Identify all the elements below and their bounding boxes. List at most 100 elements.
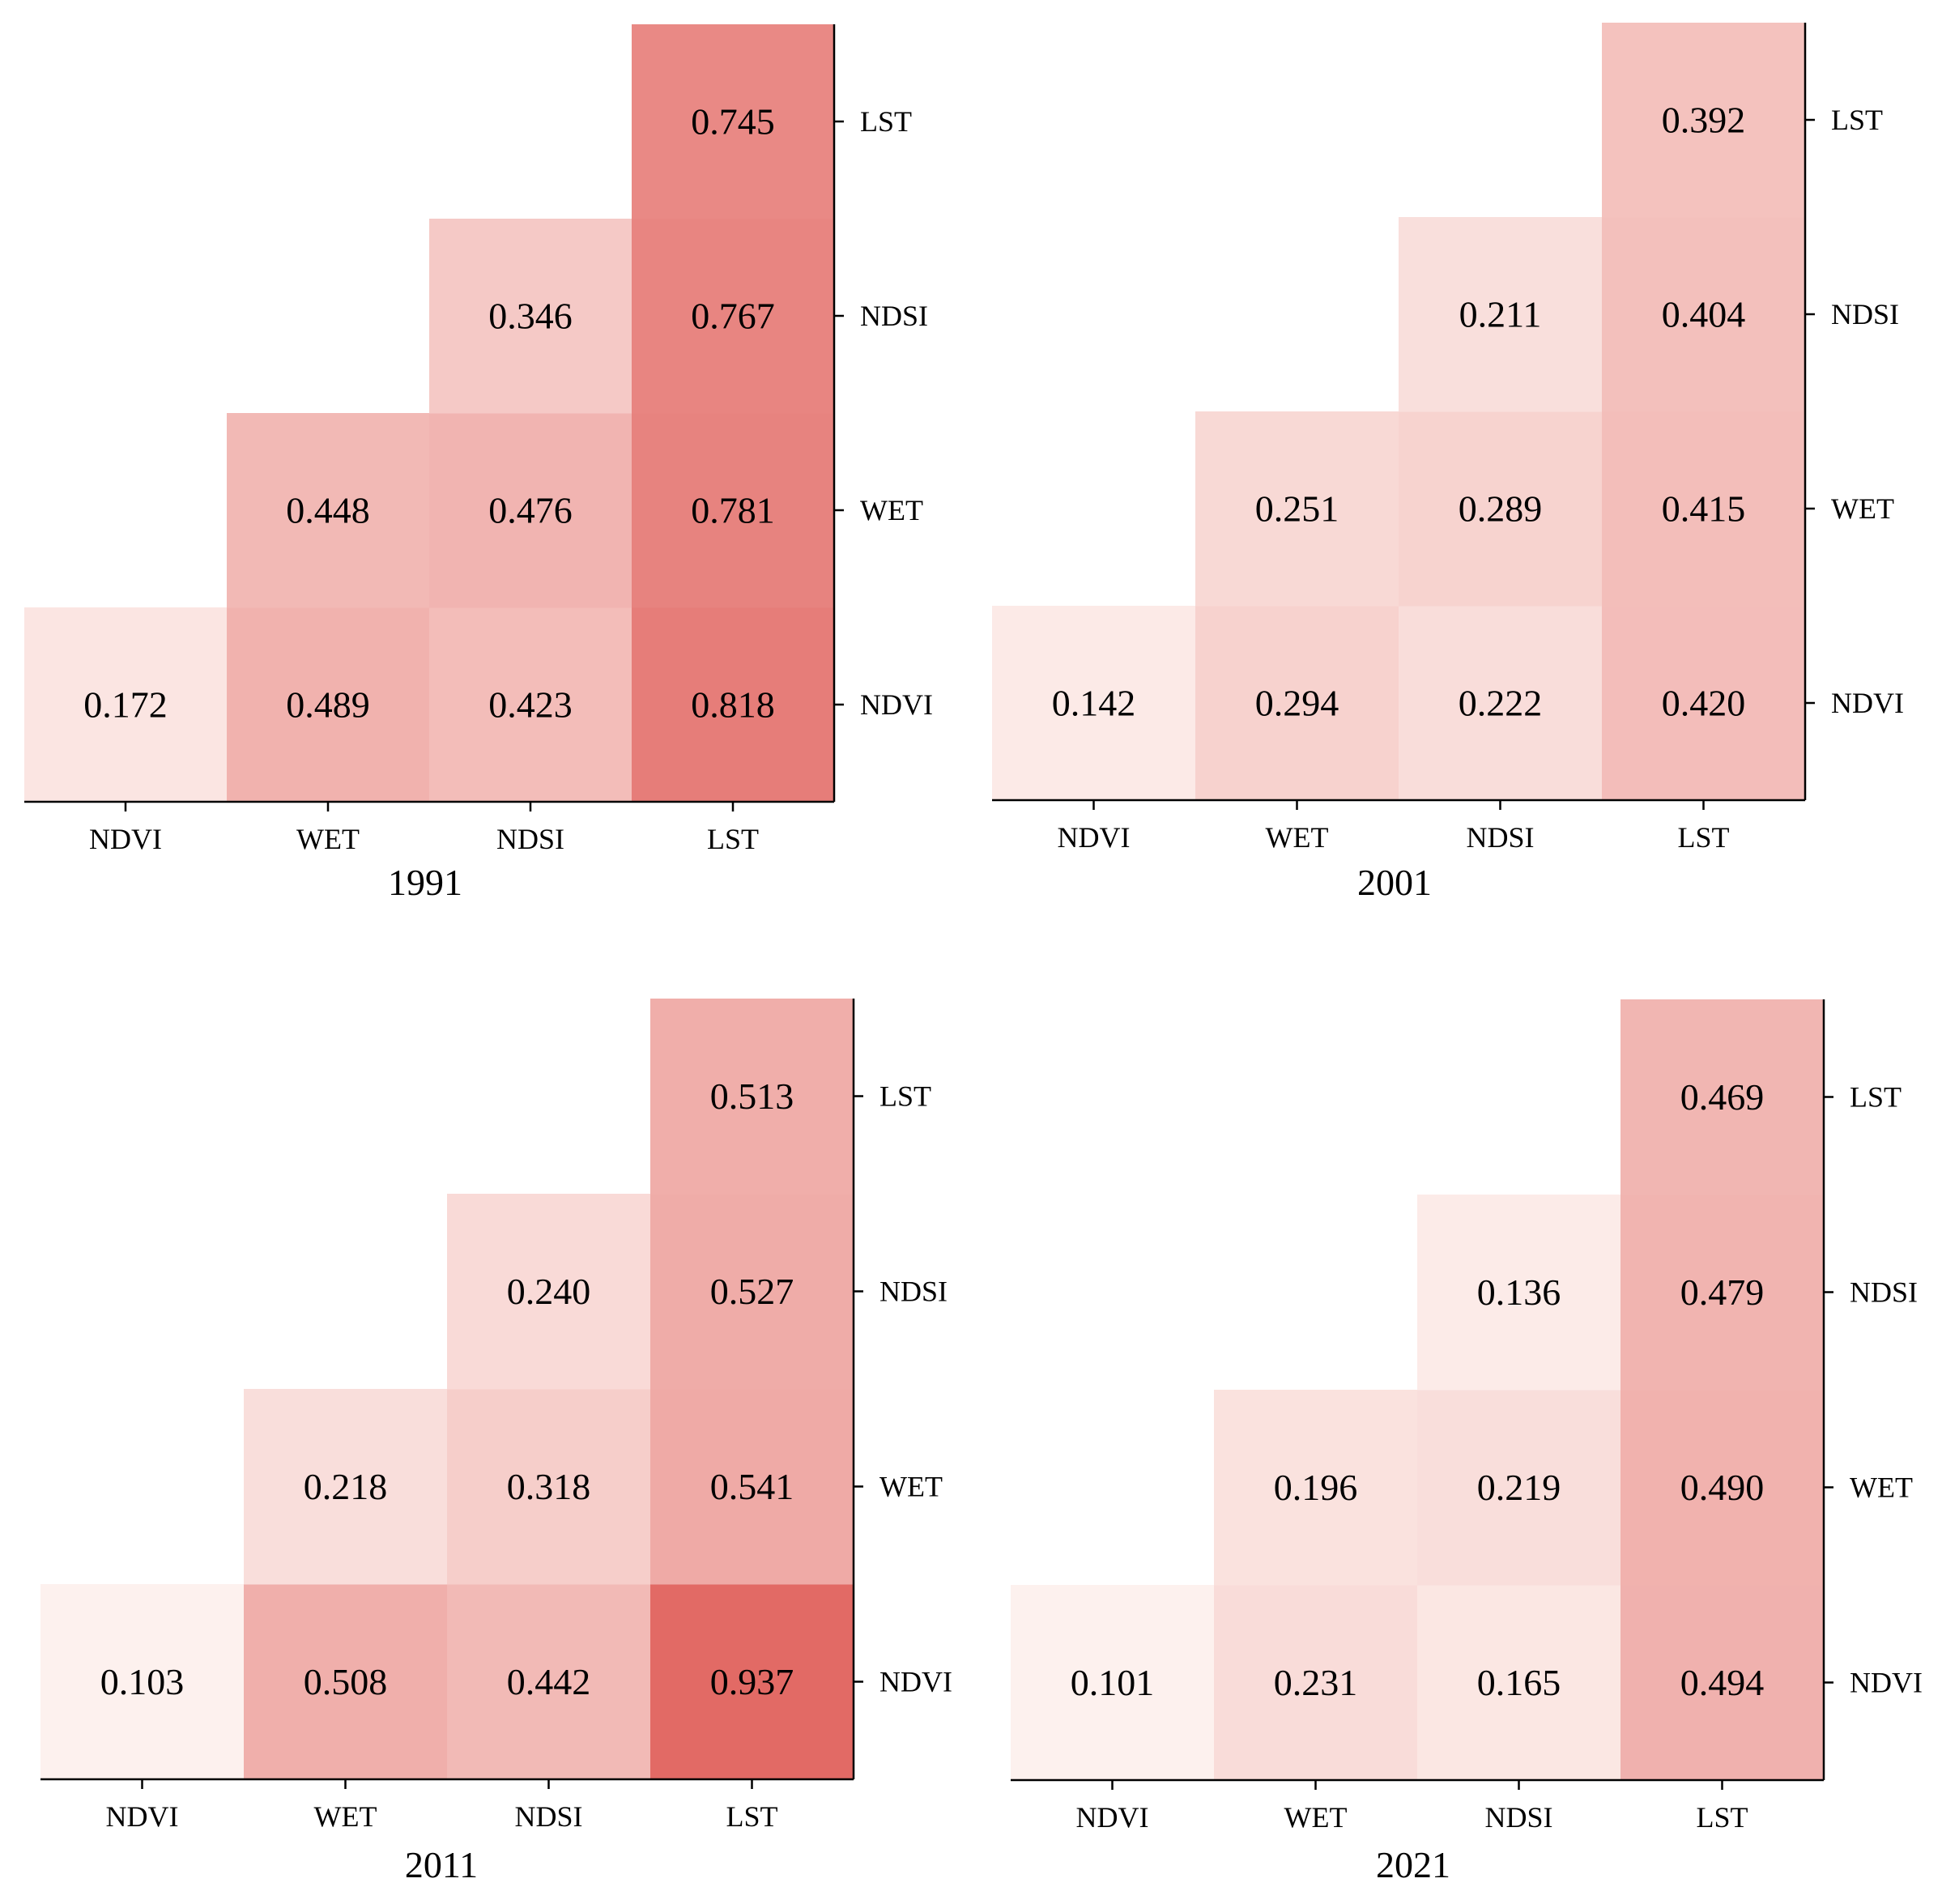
panel-2021-cell-lst-ndvi (1620, 1585, 1825, 1781)
panel-2021-cell-value-lst-ndsi: 0.479 (1680, 1271, 1765, 1313)
panel-1991-cell-value-lst-wet: 0.781 (691, 490, 775, 531)
panel-2011-cell-value-wet-wet: 0.218 (304, 1466, 388, 1507)
panel-1991-cell-ndsi-ndsi (429, 219, 632, 414)
panel-2011-y-tick-label-ndvi: NDVI (879, 1666, 952, 1698)
panel-1991-cell-value-lst-ndvi: 0.818 (691, 684, 775, 726)
panel-2011-cell-lst-wet (650, 1389, 854, 1585)
panel-2021-x-tick-label-wet: WET (1284, 1801, 1348, 1834)
panel-2001-cell-value-ndvi-ndvi: 0.142 (1052, 683, 1136, 724)
panel-2021-x-tick-label-ndsi: NDSI (1484, 1801, 1552, 1834)
panel-2021-cell-lst-wet (1620, 1390, 1825, 1586)
panel-2011-cell-value-ndsi-ndvi: 0.442 (507, 1661, 591, 1702)
panel-2001-cell-ndsi-wet (1399, 411, 1603, 607)
panel-2021-cell-value-ndsi-ndvi: 0.165 (1477, 1662, 1561, 1703)
panel-2001-cell-ndvi-ndvi (992, 606, 1196, 801)
panel-2021-y-tick-label-wet: WET (1850, 1472, 1913, 1504)
panel-1991-cell-wet-ndvi (227, 607, 430, 803)
panel-2001-title: 2001 (1357, 862, 1432, 903)
heatmap-2021: 0.101 0.231 0.165 0.494 0.196 0.219 0.490 0.136… (1011, 999, 1923, 1885)
panel-2011-cell-lst-ndvi (650, 1584, 854, 1780)
panel-1991-y-tick-label-lst: LST (860, 105, 912, 138)
panel-1991-cell-lst-lst (632, 24, 835, 219)
panel-2021-cell-lst-ndsi (1620, 1195, 1825, 1391)
panel-2021-cell-ndsi-ndvi (1417, 1585, 1621, 1781)
panel-1991-cell-ndvi-ndvi (24, 607, 228, 803)
panel-2011-cell-lst-ndsi (650, 1194, 854, 1390)
panel-2021-cell-wet-ndvi (1214, 1585, 1418, 1781)
panel-1991-cell-value-lst-ndsi: 0.767 (691, 296, 775, 337)
panel-2001-cell-value-lst-wet: 0.415 (1662, 488, 1746, 530)
panel-1991-cell-wet-wet (227, 413, 430, 608)
panel-2021-cell-value-ndvi-ndvi: 0.101 (1071, 1662, 1155, 1703)
panel-1991-cell-value-ndsi-ndsi: 0.346 (488, 296, 573, 337)
panel-1991-cell-lst-ndvi (632, 607, 835, 803)
panel-2011-cell-value-lst-wet: 0.541 (710, 1466, 794, 1507)
panel-1991-x-tick-label-wet: WET (296, 823, 360, 855)
panel-2011-y-tick-label-lst: LST (879, 1080, 931, 1113)
panel-2001-cell-wet-ndvi (1195, 606, 1399, 801)
panel-1991-cell-value-lst-lst: 0.745 (691, 101, 775, 143)
panel-1991-cell-lst-ndsi (632, 219, 835, 414)
panel-1991-cell-lst-wet (632, 413, 835, 608)
panel-2001-cell-value-ndsi-ndsi: 0.211 (1459, 294, 1542, 335)
heatmap-2011: 0.103 0.508 0.442 0.937 0.218 0.318 0.541 0.240… (40, 999, 952, 1885)
panel-2001-cell-value-lst-ndvi: 0.420 (1662, 683, 1746, 724)
panel-2021-cell-ndvi-ndvi (1011, 1585, 1215, 1781)
panel-2011-x-tick-label-ndvi: NDVI (106, 1800, 179, 1833)
panel-2011-y-tick-label-wet: WET (879, 1471, 943, 1503)
panel-2011-cell-value-ndsi-wet: 0.318 (507, 1466, 591, 1507)
panel-2001-cell-value-ndsi-wet: 0.289 (1459, 488, 1543, 530)
panel-2021-cell-value-lst-lst: 0.469 (1680, 1076, 1765, 1118)
panel-2021-x-tick-label-ndvi: NDVI (1076, 1801, 1149, 1834)
panel-2011-x-tick-label-wet: WET (314, 1800, 377, 1833)
panel-2011-cell-ndsi-ndvi (447, 1584, 651, 1780)
panel-1991-cell-value-ndsi-ndvi: 0.423 (488, 684, 573, 726)
panel-2011-x-tick-label-ndsi: NDSI (514, 1800, 582, 1833)
panel-2021-cell-value-lst-ndvi: 0.494 (1680, 1662, 1765, 1703)
panel-2011-cell-ndsi-ndsi (447, 1194, 651, 1390)
panel-2001-cell-ndsi-ndvi (1399, 606, 1603, 801)
panel-2011-cell-wet-wet (244, 1389, 448, 1585)
panel-2021-cell-value-ndsi-wet: 0.219 (1477, 1467, 1561, 1508)
panel-1991-cell-value-wet-wet: 0.448 (286, 490, 370, 531)
panel-2001-cell-value-lst-lst: 0.392 (1662, 100, 1746, 141)
panel-2001-x-tick-label-ndvi: NDVI (1058, 821, 1131, 854)
panel-2011-cell-value-lst-ndsi: 0.527 (710, 1271, 794, 1312)
panel-1991-x-tick-label-lst: LST (707, 823, 759, 855)
panel-1991-x-tick-label-ndvi: NDVI (89, 823, 162, 855)
panel-1991-cell-ndsi-wet (429, 413, 632, 608)
panel-2021-y-tick-label-ndvi: NDVI (1850, 1667, 1923, 1699)
panel-2001-y-tick-label-ndsi: NDSI (1831, 298, 1899, 330)
heatmap-2001: 0.142 0.294 0.222 0.420 0.251 0.289 0.415 0.211… (992, 23, 1904, 903)
panel-1991-y-tick-label-ndsi: NDSI (860, 300, 928, 332)
panel-2021-cell-ndsi-ndsi (1417, 1195, 1621, 1391)
panel-1991-title: 1991 (388, 862, 462, 903)
panel-2001-cell-value-wet-ndvi: 0.294 (1255, 683, 1339, 724)
panel-1991-cell-value-ndvi-ndvi: 0.172 (83, 684, 168, 726)
panel-2011-cell-value-wet-ndvi: 0.508 (304, 1661, 388, 1702)
panel-2011-cell-value-lst-ndvi: 0.937 (710, 1661, 794, 1702)
panel-2011-cell-value-ndsi-ndsi: 0.240 (507, 1271, 591, 1312)
panel-1991-cell-ndsi-ndvi (429, 607, 632, 803)
panel-2001-cell-ndsi-ndsi (1399, 217, 1603, 412)
panel-2001-cell-value-wet-wet: 0.251 (1255, 488, 1339, 530)
panel-2001-cell-lst-wet (1602, 411, 1806, 607)
panel-2011-y-tick-label-ndsi: NDSI (879, 1276, 948, 1308)
panel-1991-cell-value-wet-ndvi: 0.489 (286, 684, 370, 726)
panel-1991-cell-value-ndsi-wet: 0.476 (488, 490, 573, 531)
panel-2011-cell-value-lst-lst: 0.513 (710, 1076, 794, 1117)
panel-2021-cell-wet-wet (1214, 1390, 1418, 1586)
panel-2021-y-tick-label-ndsi: NDSI (1850, 1276, 1918, 1309)
panel-2021-y-tick-label-lst: LST (1850, 1081, 1902, 1114)
panel-2011-cell-wet-ndvi (244, 1584, 448, 1780)
panel-2011-x-tick-label-lst: LST (726, 1800, 777, 1833)
panel-2011-cell-value-ndvi-ndvi: 0.103 (100, 1661, 185, 1702)
panel-2001-cell-value-lst-ndsi: 0.404 (1662, 294, 1746, 335)
panel-2001-cell-value-ndsi-ndvi: 0.222 (1459, 683, 1543, 724)
panel-1991-y-tick-label-wet: WET (860, 494, 923, 526)
panel-2021-x-tick-label-lst: LST (1696, 1801, 1748, 1834)
heatmap-1991: 0.172 0.489 0.423 0.818 0.448 0.476 0.781 0.346… (24, 24, 933, 903)
panel-2021-cell-value-ndsi-ndsi: 0.136 (1477, 1271, 1561, 1313)
panel-2001-cell-lst-ndsi (1602, 217, 1806, 412)
panel-1991-y-tick-label-ndvi: NDVI (860, 688, 933, 721)
